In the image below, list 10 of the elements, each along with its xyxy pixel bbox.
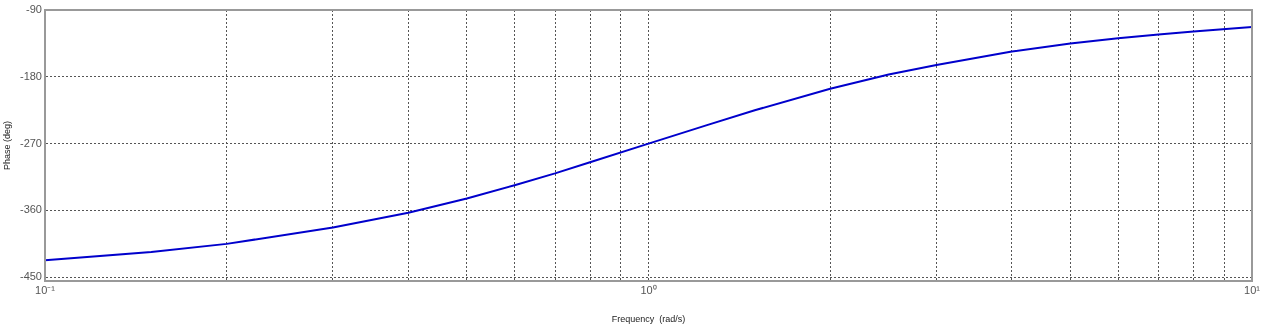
y-tick-label: -90 [26,3,42,16]
y-tick-label: -360 [19,203,42,216]
x-tick-label: 10¹ [1244,283,1261,296]
y-tick-label: -450 [19,270,42,283]
x-tick-label: 10⁻¹ [35,283,56,296]
x-tick-label: 10⁰ [640,283,657,296]
y-tick-label: -270 [19,136,42,149]
x-axis-title: Frequency (rad/s) [611,314,686,325]
y-tick-label: -180 [19,69,42,82]
y-axis-title: Phase (deg) [1,120,12,171]
